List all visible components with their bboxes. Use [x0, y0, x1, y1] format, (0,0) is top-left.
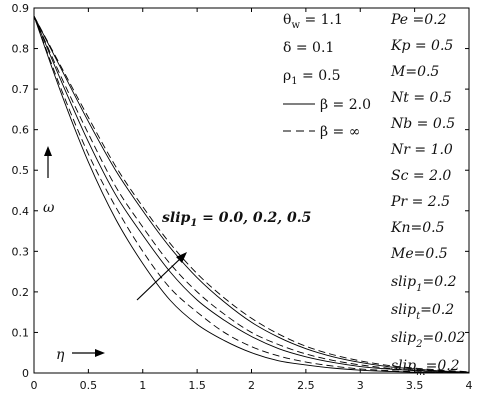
x-axis-label: η — [56, 347, 105, 363]
y-tick-label: 0.5 — [12, 164, 30, 177]
param-right-item: Nb = 0.5 — [390, 116, 455, 132]
y-tick-labels: 0 0.1 0.2 0.3 0.4 0.5 0.6 0.7 0.8 0.9 — [12, 2, 30, 380]
x-tick-label: 1.5 — [188, 379, 206, 392]
x-tick-label: 4 — [466, 379, 473, 392]
x-tick-label: 3 — [357, 379, 364, 392]
series-line-4-dashed — [33, 15, 470, 374]
param-rho1: ρ1 = 0.5 — [283, 68, 341, 87]
y-tick-label: 0.4 — [12, 205, 30, 218]
param-right-item: Kp = 0.5 — [390, 38, 453, 54]
param-right-item: Kn=0.5 — [390, 220, 445, 236]
slip-annotation-text: slip1 = 0.0, 0.2, 0.5 — [162, 210, 311, 229]
x-tick-label: 0.5 — [80, 379, 98, 392]
y-axis-label-text: ω — [43, 200, 55, 216]
param-right-item: Pe =0.2 — [390, 12, 447, 28]
y-tick-label: 0.7 — [12, 83, 30, 96]
x-tick-label: 2 — [248, 379, 255, 392]
curves — [33, 15, 470, 374]
series-line-2-dashed — [33, 15, 470, 374]
param-right-item: Sc = 2.0 — [391, 168, 451, 184]
y-tick-label: 0.9 — [12, 2, 30, 15]
y-tick-label: 0.1 — [12, 326, 30, 339]
legend: β = 2.0 β = ∞ — [283, 97, 371, 140]
series-line-1-solid — [33, 15, 470, 374]
param-right-item: slip2=0.02 — [391, 330, 465, 350]
parameter-block-right: Pe =0.2 Kp = 0.5 M=0.5 Nt = 0.5 Nb = 0.5 Nr =… — [390, 12, 465, 378]
axis-ticks — [33, 7, 470, 374]
y-tick-label: 0.6 — [12, 124, 30, 137]
y-tick-label: 0 — [22, 367, 29, 380]
param-right-item: Nr = 1.0 — [390, 142, 453, 158]
slip-annotation: slip1 = 0.0, 0.2, 0.5 — [136, 210, 311, 301]
x-tick-label: 1 — [139, 379, 146, 392]
x-tick-labels: 0 0.5 1 1.5 2 2.5 3 3.5 4 — [31, 379, 473, 392]
slip-arrow — [136, 256, 183, 301]
y-axis-label: ω — [43, 146, 55, 216]
x-tick-label: 2.5 — [297, 379, 315, 392]
y-tick-label: 0.3 — [12, 245, 30, 258]
y-tick-label: 0.2 — [12, 286, 30, 299]
series-line-6-dashed — [33, 15, 470, 373]
param-right-item: Nt = 0.5 — [390, 90, 452, 106]
param-right-item: Pr = 2.5 — [390, 194, 450, 210]
series-line-5-solid — [33, 15, 470, 373]
x-axis-label-text: η — [56, 347, 65, 363]
parameter-block-left: θw = 1.1 δ = 0.1 ρ1 = 0.5 — [283, 12, 343, 87]
param-right-item: slipt=0.2 — [391, 302, 454, 322]
param-right-item: M=0.5 — [390, 64, 439, 80]
series-line-3-solid — [33, 15, 470, 374]
param-delta: δ = 0.1 — [283, 40, 334, 56]
legend-label-solid: β = 2.0 — [320, 97, 371, 113]
x-tick-label: 0 — [31, 379, 38, 392]
param-right-item: Me=0.5 — [390, 246, 448, 262]
y-tick-label: 0.8 — [12, 43, 30, 56]
x-tick-label: 3.5 — [406, 379, 424, 392]
legend-label-dashed: β = ∞ — [320, 124, 360, 140]
param-right-item: slip1=0.2 — [391, 274, 457, 294]
param-theta-w: θw = 1.1 — [283, 12, 343, 31]
param-right-item: slipm=0.2 — [391, 358, 460, 378]
